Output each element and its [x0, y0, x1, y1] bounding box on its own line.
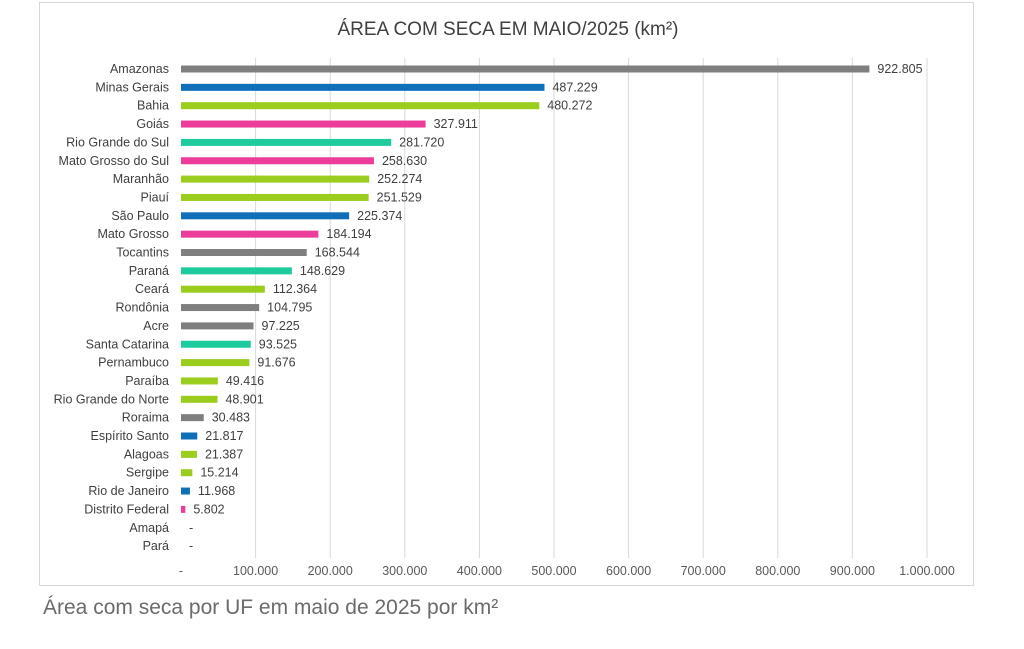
x-tick-label: 900.000	[830, 564, 875, 578]
category-label: Bahia	[137, 99, 169, 113]
x-tick-label: 800.000	[755, 564, 800, 578]
data-label: 251.529	[377, 190, 422, 204]
category-label: Ceará	[135, 282, 169, 296]
bar	[181, 359, 250, 367]
category-label: Espírito Santo	[90, 429, 169, 443]
value-labels: 922.805 487.229 480.272 327.911 281.720 258.6…	[189, 62, 923, 553]
data-label: 327.911	[434, 117, 478, 131]
data-label: 225.374	[357, 209, 402, 223]
data-label: -	[189, 539, 193, 553]
bar	[181, 83, 545, 91]
bar	[181, 267, 292, 275]
bar	[181, 138, 392, 146]
category-label: Amazonas	[110, 62, 169, 76]
bar	[181, 340, 251, 348]
data-label: 11.968	[198, 484, 235, 498]
category-label: Mato Grosso	[97, 227, 169, 241]
bar	[181, 120, 426, 128]
category-label: São Paulo	[111, 209, 169, 223]
data-label: 48.901	[225, 392, 263, 406]
category-labels: Amazonas Minas Gerais Bahia Goiás Rio Grande…	[54, 62, 170, 553]
bar	[181, 175, 370, 183]
data-label: 97.225	[262, 319, 300, 333]
bar	[181, 304, 260, 312]
data-label: -	[189, 521, 193, 535]
category-label: Acre	[143, 319, 169, 333]
category-label: Amapá	[129, 521, 169, 535]
category-label: Distrito Federal	[84, 502, 169, 516]
category-label: Tocantins	[116, 246, 169, 260]
bar	[181, 102, 540, 110]
chart: ÁREA COM SECA EM MAIO/2025 (km²) Amazona…	[54, 19, 955, 578]
data-label: 184.194	[326, 227, 371, 241]
data-label: 15.214	[200, 466, 238, 480]
data-label: 168.544	[315, 246, 360, 260]
data-label: 112.364	[273, 282, 317, 296]
data-label: 21.817	[205, 429, 243, 443]
category-label: Maranhão	[113, 172, 169, 186]
category-label: Rio de Janeiro	[88, 484, 169, 498]
bar	[181, 395, 218, 403]
data-label: 480.272	[547, 99, 592, 113]
data-label: 30.483	[212, 411, 250, 425]
category-label: Rio Grande do Sul	[66, 135, 169, 149]
category-label: Sergipe	[126, 466, 169, 480]
category-label: Goiás	[136, 117, 169, 131]
data-label: 104.795	[267, 301, 312, 315]
data-label: 5.802	[193, 502, 224, 516]
category-label: Rio Grande do Norte	[54, 392, 169, 406]
data-label: 281.720	[399, 135, 444, 149]
category-label: Paraná	[129, 264, 169, 278]
bar	[181, 505, 186, 513]
data-label: 922.805	[877, 62, 922, 76]
bar	[181, 469, 193, 477]
data-label: 258.630	[382, 154, 427, 168]
x-tick-label: 700.000	[681, 564, 726, 578]
chart-frame: ÁREA COM SECA EM MAIO/2025 (km²) Amazona…	[39, 2, 974, 586]
x-tick-label: -	[179, 564, 183, 578]
data-label: 93.525	[259, 337, 297, 351]
data-label: 148.629	[300, 264, 345, 278]
gridlines	[255, 58, 928, 558]
data-label: 91.676	[257, 356, 295, 370]
bar	[181, 285, 265, 293]
bar	[181, 193, 369, 201]
data-label: 49.416	[226, 374, 264, 388]
bar	[181, 322, 254, 330]
bars	[181, 65, 870, 513]
bar	[181, 432, 198, 440]
x-tick-label: 400.000	[457, 564, 502, 578]
category-label: Pará	[143, 539, 169, 553]
category-label: Alagoas	[124, 447, 169, 461]
category-label: Pernambuco	[98, 356, 169, 370]
data-label: 487.229	[552, 80, 597, 94]
x-tick-label: 1.000.000	[899, 564, 955, 578]
category-label: Piauí	[141, 190, 170, 204]
data-label: 21.387	[205, 447, 243, 461]
bar	[181, 230, 319, 238]
x-tick-label: 100.000	[233, 564, 278, 578]
bar	[181, 450, 197, 458]
category-label: Rondônia	[115, 301, 169, 315]
chart-title: ÁREA COM SECA EM MAIO/2025 (km²)	[337, 19, 678, 40]
category-label: Paraíba	[125, 374, 169, 388]
bar	[181, 414, 204, 422]
category-label: Minas Gerais	[95, 80, 169, 94]
bar	[181, 487, 190, 495]
bar	[181, 65, 870, 73]
x-tick-label: 200.000	[308, 564, 353, 578]
figure-caption: Área com seca por UF em maio de 2025 por…	[43, 596, 499, 619]
x-tick-label: 300.000	[382, 564, 427, 578]
data-label: 252.274	[377, 172, 422, 186]
x-tick-label: 600.000	[606, 564, 651, 578]
bar	[181, 249, 307, 256]
category-label: Santa Catarina	[86, 337, 169, 351]
bar	[181, 157, 374, 165]
category-label: Mato Grosso do Sul	[59, 154, 169, 168]
category-label: Roraima	[122, 411, 169, 425]
bar	[181, 212, 350, 220]
x-tick-label: 500.000	[531, 564, 576, 578]
x-axis-ticks: - 100.000 200.000 300.000 400.000 500.000 600.…	[179, 564, 955, 578]
bar	[181, 377, 218, 385]
